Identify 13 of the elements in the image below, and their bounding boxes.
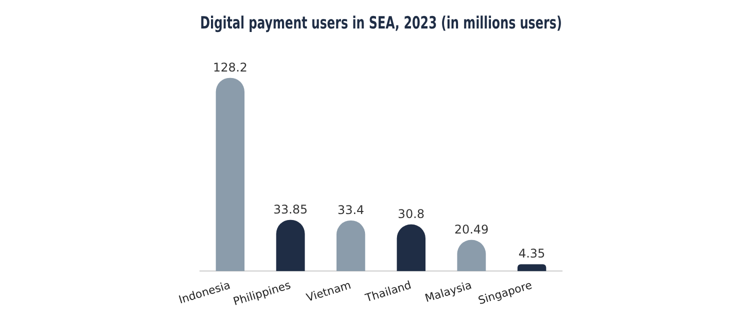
bar bbox=[518, 264, 546, 272]
bar bbox=[396, 224, 426, 272]
bar bbox=[216, 78, 244, 272]
x-tick-label: Vietnam bbox=[304, 278, 353, 304]
bar bbox=[276, 220, 305, 272]
data-label: 20.49 bbox=[454, 222, 489, 236]
chart-title: Digital payment users in SEA, 2023 (in millions users) bbox=[200, 14, 562, 34]
data-label: 33.4 bbox=[337, 202, 364, 217]
bar bbox=[336, 220, 366, 272]
data-label: 128.2 bbox=[212, 60, 248, 74]
data-label: 33.85 bbox=[273, 202, 308, 216]
data-label: 30.8 bbox=[398, 206, 425, 221]
data-label: 4.35 bbox=[518, 246, 546, 261]
